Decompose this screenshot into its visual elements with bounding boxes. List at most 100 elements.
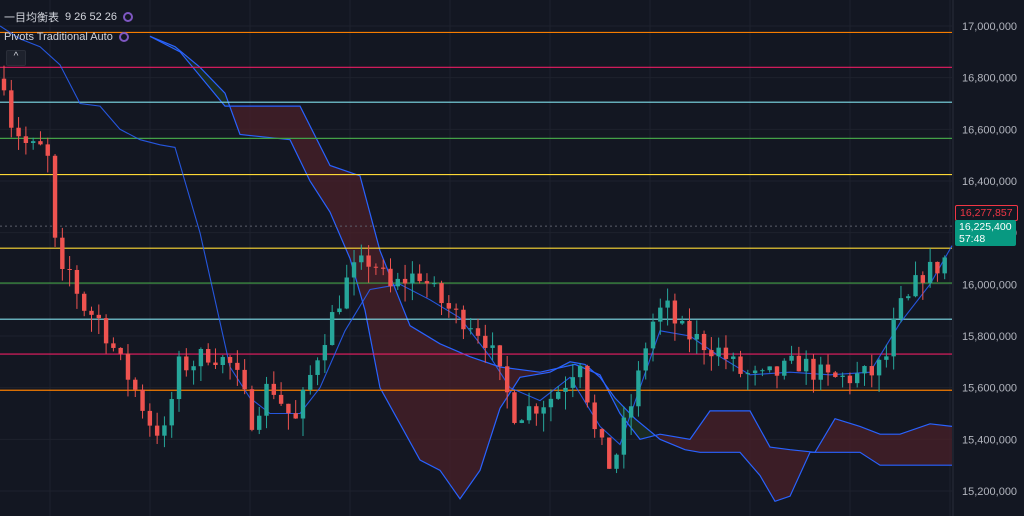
candle-body: [483, 335, 488, 348]
cloud-segment: [316, 137, 318, 194]
cloud-segment: [356, 174, 358, 287]
cloud-segment: [724, 410, 726, 453]
cloud-segment: [398, 295, 400, 424]
indicator-settings-icon[interactable]: [123, 12, 133, 22]
candle-body: [570, 377, 575, 388]
cloud-segment: [902, 432, 904, 466]
cloud-segment: [710, 410, 712, 453]
cloud-segment: [666, 435, 668, 443]
bar-countdown: 57:48: [959, 233, 986, 245]
candle-body: [23, 136, 29, 143]
candle-body: [213, 362, 218, 366]
candle-body: [767, 366, 772, 371]
cloud-segment: [490, 363, 492, 440]
candle-body: [249, 389, 255, 430]
candle-body: [271, 383, 277, 395]
cloud-segment: [932, 424, 934, 466]
candle-body: [621, 417, 627, 455]
chevron-up-icon: ^: [13, 51, 19, 62]
candle-body: [366, 255, 371, 267]
price-tick-label: 15,200,000: [962, 486, 1017, 498]
cloud-segment: [822, 437, 824, 453]
ichimoku-legend[interactable]: 一目均衡表 9 26 52 26: [4, 9, 133, 25]
candle-body: [1, 78, 7, 91]
candle-body: [636, 370, 641, 407]
candle-body: [461, 309, 466, 330]
cloud-segment: [686, 438, 688, 451]
cloud-segment: [258, 106, 260, 137]
cloud-segment: [794, 450, 796, 488]
cloud-segment: [910, 430, 912, 466]
cloud-segment: [420, 331, 422, 462]
cloud-segment: [310, 125, 312, 185]
cloud-segment: [276, 106, 278, 139]
current-price-value: 16,225,400: [959, 221, 1012, 233]
current-price-label: 16,225,400 57:48: [955, 220, 1016, 246]
cloud-segment: [496, 365, 498, 421]
cloud-segment: [246, 106, 248, 136]
cloud-segment: [338, 168, 340, 236]
cloud-segment: [626, 409, 628, 424]
cloud-segment: [886, 434, 888, 466]
cloud-segment: [718, 410, 720, 453]
candle-body: [395, 278, 400, 287]
cloud-segment: [730, 410, 732, 453]
candle-body: [381, 267, 386, 269]
cloud-segment: [360, 175, 362, 300]
cloud-segment: [850, 423, 852, 453]
candle-body: [731, 356, 736, 359]
candle-body: [862, 366, 867, 374]
indicator-settings-icon[interactable]: [118, 32, 129, 42]
candle-body: [424, 281, 430, 284]
candlestick-series: [1, 65, 947, 474]
cloud-segment: [340, 168, 342, 240]
candle-body: [512, 392, 517, 423]
candle-body: [67, 269, 72, 271]
ichimoku-conversion-line: [0, 25, 953, 446]
cloud-segment: [314, 133, 316, 191]
pivot-levels: [0, 31, 952, 391]
collapse-legend-button[interactable]: ^: [6, 50, 26, 66]
candle-body: [82, 293, 87, 311]
cloud-segment: [262, 106, 264, 137]
pivots-legend[interactable]: Pivots Traditional Auto: [4, 31, 129, 43]
cloud-segment: [732, 410, 734, 453]
cloud-segment: [488, 362, 490, 446]
candle-body: [490, 345, 495, 348]
cloud-segment: [670, 435, 672, 445]
candle-body: [220, 357, 225, 366]
price-tick-label: 17,000,000: [962, 21, 1017, 33]
candle-body: [818, 364, 823, 380]
candle-body: [89, 310, 94, 315]
cloud-segment: [890, 434, 892, 466]
cloud-segment: [830, 423, 832, 453]
cloud-segment: [846, 422, 848, 453]
cloud-segment: [278, 106, 280, 139]
cloud-segment: [660, 434, 662, 441]
candle-body: [337, 308, 342, 313]
cloud-segment: [704, 416, 706, 453]
candle-body: [103, 318, 109, 344]
cloud-segment: [318, 141, 320, 197]
cloud-segment: [840, 420, 842, 453]
cloud-segment: [210, 77, 212, 91]
cloud-segment: [452, 348, 454, 491]
cloud-segment: [334, 166, 336, 226]
candle-body: [439, 283, 444, 304]
cloud-segment: [386, 265, 388, 403]
cloud-segment: [868, 429, 870, 459]
cloud-segment: [292, 106, 294, 148]
cloud-segment: [330, 165, 332, 217]
candle-body: [402, 278, 408, 284]
cloud-segment: [834, 418, 836, 453]
candle-body: [198, 348, 204, 367]
candle-body: [927, 261, 933, 283]
cloud-segment: [218, 85, 220, 101]
cloud-segment: [722, 410, 724, 453]
cloud-segment: [720, 410, 722, 453]
candle-body: [154, 425, 160, 436]
candle-body: [534, 406, 539, 414]
cloud-segment: [644, 426, 646, 439]
candle-body: [60, 237, 65, 270]
